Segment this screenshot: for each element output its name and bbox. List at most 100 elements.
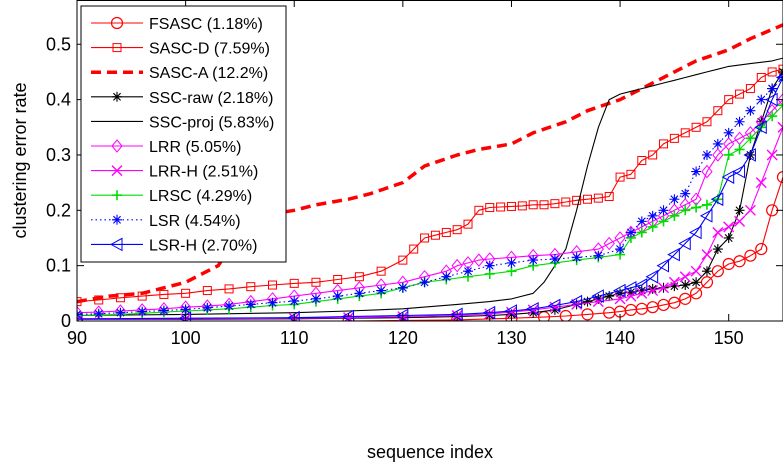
series-3-point-21: [691, 277, 702, 288]
series-7-point-31: [680, 205, 691, 216]
series-8-point-20: [506, 257, 517, 268]
series-3-point-15: [625, 287, 636, 298]
series-1-point-42: [691, 122, 701, 132]
series-1-point-50: [778, 64, 783, 74]
series-9-point-9: [547, 298, 561, 313]
series-7-point-39: [767, 111, 778, 122]
series-7-point-30: [669, 210, 680, 221]
series-9-point-6: [482, 305, 496, 320]
legend-label-8: LSR (4.54%): [149, 213, 241, 230]
series-4: [77, 57, 783, 317]
legend-marker-0: [110, 16, 124, 30]
series-9-point-19: [689, 225, 702, 240]
y-axis-label: clustering error rate: [10, 82, 30, 238]
series-1-point-40: [669, 133, 679, 143]
series-3-point-16: [636, 285, 647, 296]
y-tick-label-0: 0: [61, 311, 71, 331]
series-8-point-31: [680, 188, 691, 199]
series-1-point-13: [354, 272, 364, 282]
series-8: [77, 72, 783, 320]
series-1-point-10: [289, 278, 299, 288]
series-3-point-25: [734, 205, 745, 216]
series-3-point-23: [712, 244, 723, 255]
legend-marker-1: [112, 43, 122, 53]
series-9-point-15: [645, 269, 659, 284]
series-8-point-27: [636, 216, 647, 227]
series-1-point-29: [550, 199, 560, 209]
series-8-point-6: [202, 302, 213, 313]
legend-marker-7: [112, 190, 122, 201]
series-6-point-6: [484, 308, 496, 320]
series-5-point-18: [451, 258, 463, 273]
series-9-point-10: [569, 294, 583, 309]
series-8-point-24: [593, 250, 604, 261]
series-1-point-8: [246, 282, 256, 292]
series-8-point-15: [397, 282, 408, 293]
series-1-point-23: [485, 203, 495, 213]
series-8-point-23: [571, 252, 582, 263]
series-8-point-34: [712, 138, 723, 149]
series-1-point-45: [724, 95, 734, 105]
series-0-point-15: [690, 287, 703, 300]
series-9-point-8: [526, 301, 539, 316]
series-1-point-4: [159, 289, 169, 299]
series-1-point-12: [333, 274, 343, 284]
series-0-point-5: [559, 309, 572, 321]
legend-label-4: SSC-proj (5.83%): [149, 114, 274, 131]
series-1-point-19: [441, 227, 451, 237]
series-1-point-2: [115, 293, 125, 303]
series-0-point-19: [733, 255, 746, 268]
legend-entry-5: LRR (5.05%): [91, 139, 241, 156]
series-6-point-3: [343, 312, 355, 321]
series-6-point-21: [712, 226, 724, 238]
series-0-point-20: [744, 249, 757, 262]
series-8-point-30: [669, 194, 680, 205]
series-7-point-0: [77, 310, 82, 321]
series-6-point-11: [592, 296, 604, 308]
series-5-point-37: [712, 148, 724, 162]
series-6-point-17: [668, 276, 680, 288]
series-8-point-22: [549, 254, 560, 265]
series-3-point-8: [528, 307, 539, 318]
legend-label-2: SASC-A (12.2%): [149, 65, 268, 82]
series-5-point-20: [473, 253, 485, 267]
series-3-point-9: [549, 304, 560, 315]
series-0-point-16: [700, 276, 714, 289]
series-8-point-7: [224, 301, 235, 312]
x-tick-label-3: 120: [388, 328, 418, 348]
series-3-point-20: [680, 280, 691, 291]
series-1-point-5: [181, 288, 191, 298]
series-1-point-48: [756, 72, 766, 82]
series-5-point-38: [723, 137, 735, 151]
series-9-point-24: [743, 148, 756, 162]
series-5-point-39: [733, 131, 746, 146]
y-tick-label-3: 0.3: [46, 145, 71, 165]
series-1-point-31: [572, 195, 582, 205]
series-1-point-32: [582, 194, 592, 204]
legend-entry-7: LRSC (4.29%): [91, 188, 252, 205]
series-line-2: [77, 23, 783, 304]
series-8-point-37: [745, 105, 756, 116]
legend: FSASC (1.18%) SASC-D (7.59%) SASC-A (12.2%…: [80, 5, 287, 263]
series-9-point-25: [754, 120, 767, 135]
series-8-point-18: [463, 266, 474, 277]
series-7-point-40: [778, 100, 783, 111]
series-9-point-11: [591, 289, 604, 303]
series-0-point-17: [711, 265, 724, 278]
series-1-point-33: [593, 193, 603, 203]
series-1-point-11: [311, 277, 321, 287]
series-1-point-36: [626, 169, 636, 179]
series-1-point-17: [420, 233, 430, 243]
legend-entry-1: SASC-D (7.59%): [91, 41, 270, 58]
series-8-point-25: [615, 244, 626, 255]
series-1-point-26: [517, 201, 527, 211]
series-9-point-12: [613, 283, 626, 298]
series-5-point-36: [701, 164, 713, 179]
legend-entry-9: LSR-H (2.70%): [91, 237, 257, 254]
series-8-point-1: [93, 308, 104, 319]
series-6-point-15: [647, 285, 659, 297]
series-8-point-3: [137, 306, 148, 317]
legend-entry-2: SASC-A (12.2%): [91, 65, 268, 82]
series-9-point-21: [710, 192, 724, 207]
x-tick-label-1: 100: [171, 328, 201, 348]
